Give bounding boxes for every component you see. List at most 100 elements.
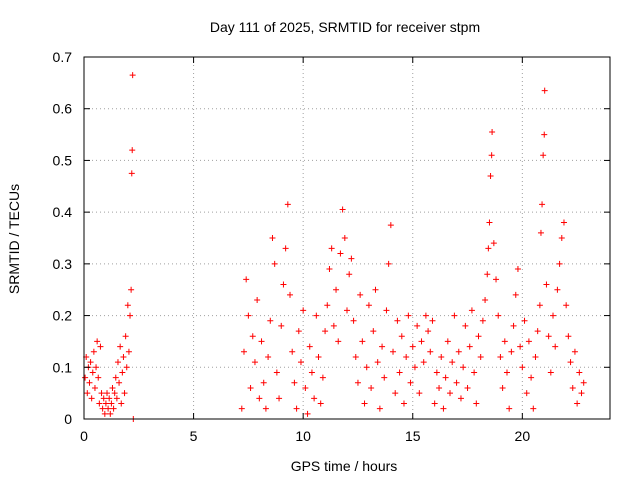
data-point (280, 281, 287, 288)
data-point (506, 405, 513, 412)
data-point (251, 359, 258, 366)
data-point (414, 322, 421, 329)
grid (84, 57, 610, 419)
data-point (409, 343, 416, 350)
data-point (269, 235, 276, 241)
data-point (462, 322, 469, 329)
data-point (357, 291, 364, 298)
data-point (102, 400, 109, 407)
data-point (464, 384, 471, 391)
data-point (440, 405, 447, 412)
data-point (87, 359, 94, 366)
data-point (99, 405, 106, 412)
data-point (503, 369, 510, 376)
y-tick-label: 0.7 (53, 49, 73, 65)
data-point (396, 369, 403, 376)
data-point (390, 348, 397, 355)
data-point (256, 395, 263, 402)
data-point (117, 343, 124, 350)
data-point (106, 395, 113, 402)
data-point (473, 400, 480, 407)
data-point (416, 390, 423, 397)
data-point (567, 359, 574, 366)
data-point (489, 128, 496, 135)
data-point (365, 302, 372, 309)
data-point (514, 266, 521, 273)
data-point (260, 379, 267, 386)
data-point (376, 405, 383, 412)
data-point (112, 374, 119, 381)
data-point (521, 317, 528, 324)
data-point (490, 240, 497, 247)
data-point (508, 348, 515, 355)
data-point (487, 172, 494, 179)
data-point (530, 405, 537, 412)
data-point (123, 364, 130, 371)
y-axis-title: SRMTID / TECUs (6, 184, 22, 294)
data-point (324, 302, 331, 309)
data-point (337, 250, 344, 257)
data-point (495, 312, 502, 319)
data-point (455, 348, 462, 355)
data-point (528, 374, 535, 381)
data-point (247, 384, 254, 391)
y-tick-label: 0.4 (53, 204, 73, 220)
data-point (245, 312, 252, 319)
x-tick-label: 20 (515, 428, 531, 444)
data-point (122, 333, 129, 340)
data-point (297, 359, 304, 366)
data-point (120, 353, 127, 360)
data-point (104, 390, 111, 397)
data-point (319, 374, 326, 381)
data-point (302, 384, 309, 391)
data-point (363, 364, 370, 371)
y-tick-label: 0.3 (53, 256, 73, 272)
data-point (488, 152, 495, 159)
data-point (466, 343, 473, 350)
data-point (368, 384, 375, 391)
data-point (563, 302, 570, 309)
data-point (574, 400, 581, 407)
data-point (394, 317, 401, 324)
data-point (116, 379, 123, 386)
data-point (317, 400, 324, 407)
data-point (354, 379, 361, 386)
data-point (110, 405, 117, 412)
data-point (453, 379, 460, 386)
data-point (442, 374, 449, 381)
data-point (84, 390, 91, 397)
data-point (411, 364, 418, 371)
data-point (108, 400, 115, 407)
data-point (114, 359, 121, 366)
data-point (361, 400, 368, 407)
data-point (128, 170, 135, 177)
data-point (335, 338, 342, 345)
data-point (306, 343, 313, 350)
plot-frame (83, 56, 611, 420)
data-point (545, 333, 552, 340)
data-point (127, 312, 134, 319)
data-point (552, 343, 559, 350)
data-point (118, 400, 125, 407)
data-point (91, 384, 98, 391)
data-point (284, 201, 291, 208)
data-point (571, 348, 578, 355)
axis-ticks (83, 56, 610, 420)
data-point (403, 353, 410, 360)
data-point (348, 255, 355, 262)
data-point (93, 364, 100, 371)
data-point (431, 400, 438, 407)
data-point (243, 276, 250, 283)
data-point (300, 307, 307, 314)
data-point (383, 307, 390, 314)
data-point (326, 266, 333, 273)
data-point (95, 374, 102, 381)
data-point (497, 353, 504, 360)
y-tick-label: 0.1 (53, 359, 73, 375)
data-point (447, 390, 454, 397)
data-point (427, 348, 434, 355)
data-point (113, 395, 120, 402)
data-point (287, 291, 294, 298)
data-point (341, 235, 348, 241)
data-point (265, 353, 272, 360)
